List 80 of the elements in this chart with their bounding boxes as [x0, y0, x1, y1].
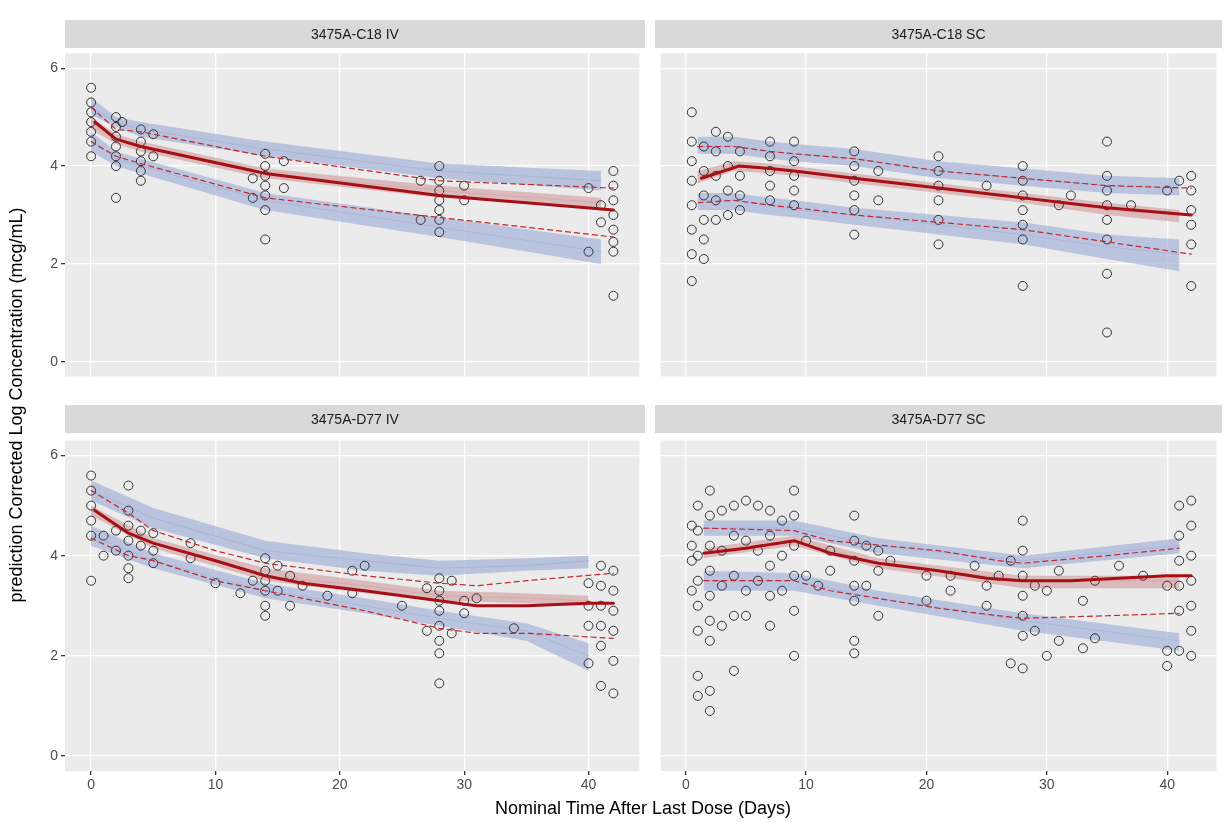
point	[260, 205, 271, 216]
x-tick-label: 40	[580, 776, 597, 793]
point	[135, 136, 146, 147]
point	[260, 161, 271, 172]
y-tick-label: 4	[50, 156, 59, 173]
point	[608, 290, 619, 301]
point	[459, 180, 470, 191]
point	[260, 148, 271, 159]
point	[608, 236, 619, 247]
y-axis-title: prediction Corrected Log Concentration (mcg/mL)	[5, 207, 27, 603]
y-tick-label: 6	[50, 59, 59, 76]
x-tick-label: 0	[87, 776, 96, 793]
point	[86, 117, 97, 128]
point	[86, 97, 97, 108]
point	[583, 183, 594, 194]
point	[110, 112, 121, 123]
point	[110, 141, 121, 152]
chart-title: 3475A-D77 IV	[65, 405, 645, 433]
point	[86, 126, 97, 137]
point	[135, 146, 146, 157]
point	[583, 246, 594, 257]
y-tick-label: 2	[50, 646, 59, 663]
point	[608, 195, 619, 206]
point	[110, 131, 121, 142]
point	[434, 214, 445, 225]
x-tick-label: 20	[332, 776, 348, 793]
point	[434, 161, 445, 172]
x-tick-label: 10	[207, 776, 224, 793]
point	[434, 185, 445, 196]
x-tick-label: 10	[798, 776, 815, 793]
x-tick-label: 30	[456, 776, 473, 793]
point	[148, 151, 159, 162]
point	[135, 124, 146, 135]
x-tick-label: 30	[1039, 776, 1055, 793]
y-tick-label: 2	[50, 254, 59, 271]
point	[135, 175, 146, 186]
point	[247, 192, 258, 203]
point	[110, 121, 121, 132]
y-tick-label: 0	[50, 746, 59, 763]
point	[135, 165, 146, 176]
point	[260, 170, 271, 181]
point	[434, 227, 445, 238]
point	[434, 175, 445, 186]
chart-title: 3475A-C18 IV	[65, 20, 645, 48]
y-tick-label: 0	[50, 352, 59, 369]
point	[110, 192, 121, 203]
point	[608, 165, 619, 176]
point	[459, 195, 470, 206]
point	[434, 195, 445, 206]
point	[608, 224, 619, 235]
point	[110, 161, 121, 172]
x-tick-label: 0	[681, 776, 690, 793]
point	[608, 246, 619, 257]
point	[260, 190, 271, 201]
y-tick-label: 4	[50, 546, 59, 563]
point	[135, 156, 146, 167]
point	[86, 136, 97, 147]
point	[148, 129, 159, 140]
point	[434, 205, 445, 216]
point	[608, 210, 619, 220]
point	[86, 82, 97, 93]
point	[608, 180, 619, 191]
point	[110, 151, 121, 162]
x-axis-title: Nominal Time After Last Dose (Days)	[494, 797, 792, 819]
point	[415, 214, 426, 225]
chart-title: 3475A-D77 SC	[655, 405, 1222, 433]
y-tick-label: 6	[50, 446, 59, 463]
point	[278, 183, 289, 194]
x-tick-label: 40	[1159, 776, 1176, 793]
point	[260, 234, 271, 245]
chart-title: 3475A-C18 SC	[655, 20, 1222, 48]
x-tick-label: 20	[918, 776, 935, 793]
point	[86, 151, 97, 162]
point	[260, 180, 271, 191]
point	[247, 173, 258, 184]
point	[117, 117, 128, 128]
point	[86, 107, 97, 118]
point	[278, 156, 289, 167]
point	[415, 175, 426, 186]
point	[595, 217, 606, 228]
